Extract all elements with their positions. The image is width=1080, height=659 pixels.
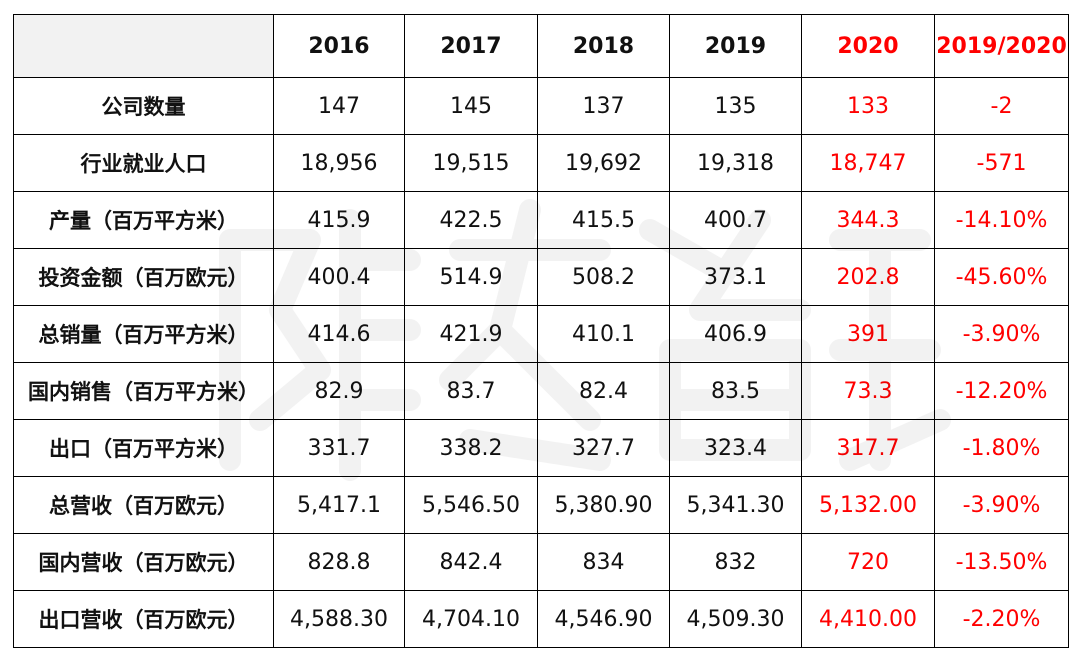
cell-2019: 406.9: [669, 305, 802, 363]
table-row-production: 产量（百万平方米） 415.9 422.5 415.5 400.7 344.3 -14.10…: [13, 191, 1069, 249]
table-row-domestic-sales: 国内销售（百万平方米） 82.9 83.7 82.4 83.5 73.3 -12.20%: [13, 362, 1069, 420]
table-row-export-revenue: 出口营收（百万欧元） 4,588.30 4,704.10 4,546.90 4,509.…: [13, 590, 1069, 648]
row-label: 总营收（百万欧元）: [13, 476, 274, 534]
cell-2019: 832: [669, 533, 802, 591]
cell-2020: 133: [801, 77, 935, 135]
table-row-domestic-revenue: 国内营收（百万欧元） 828.8 842.4 834 832 720 -13.50%: [13, 533, 1069, 591]
row-label: 行业就业人口: [13, 134, 274, 192]
cell-2017: 4,704.10: [404, 590, 538, 648]
cell-2020: 317.7: [801, 419, 935, 477]
cell-2019: 135: [669, 77, 802, 135]
cell-2020: 344.3: [801, 191, 935, 249]
header-2017: 2017: [404, 14, 538, 78]
table-row-total-sales: 总销量（百万平方米） 414.6 421.9 410.1 406.9 391 -3.90%: [13, 305, 1069, 363]
cell-change: -2.20%: [934, 590, 1069, 648]
table-row-employment: 行业就业人口 18,956 19,515 19,692 19,318 18,747 -571: [13, 134, 1069, 192]
statistics-table: 2016 2017 2018 2019 2020 2019/2020 公司数量 1…: [13, 14, 1069, 648]
cell-2018: 5,380.90: [537, 476, 670, 534]
cell-change: -14.10%: [934, 191, 1069, 249]
cell-2020: 73.3: [801, 362, 935, 420]
row-label: 出口（百万平方米）: [13, 419, 274, 477]
cell-2017: 422.5: [404, 191, 538, 249]
table-row-total-revenue: 总营收（百万欧元） 5,417.1 5,546.50 5,380.90 5,341.30…: [13, 476, 1069, 534]
cell-2018: 834: [537, 533, 670, 591]
cell-2016: 4,588.30: [273, 590, 405, 648]
header-2020: 2020: [801, 14, 935, 78]
cell-2019: 373.1: [669, 248, 802, 306]
cell-2016: 331.7: [273, 419, 405, 477]
cell-2017: 19,515: [404, 134, 538, 192]
row-label: 产量（百万平方米）: [13, 191, 274, 249]
header-corner: [13, 14, 274, 78]
header-change: 2019/2020: [934, 14, 1069, 78]
table-row-company-count: 公司数量 147 145 137 135 133 -2: [13, 77, 1069, 135]
cell-2020: 202.8: [801, 248, 935, 306]
row-label: 投资金额（百万欧元）: [13, 248, 274, 306]
cell-change: -2: [934, 77, 1069, 135]
cell-2017: 421.9: [404, 305, 538, 363]
cell-2018: 4,546.90: [537, 590, 670, 648]
header-2018: 2018: [537, 14, 670, 78]
cell-2019: 323.4: [669, 419, 802, 477]
cell-change: -3.90%: [934, 305, 1069, 363]
cell-2017: 514.9: [404, 248, 538, 306]
cell-2020: 4,410.00: [801, 590, 935, 648]
header-2016: 2016: [273, 14, 405, 78]
cell-2017: 338.2: [404, 419, 538, 477]
cell-2016: 5,417.1: [273, 476, 405, 534]
header-row: 2016 2017 2018 2019 2020 2019/2020: [13, 14, 1069, 78]
cell-change: -13.50%: [934, 533, 1069, 591]
table-body: 公司数量 147 145 137 135 133 -2 行业就业人口 18,956 19,515 1…: [13, 77, 1069, 648]
cell-2016: 414.6: [273, 305, 405, 363]
cell-2020: 18,747: [801, 134, 935, 192]
cell-change: -571: [934, 134, 1069, 192]
row-label: 总销量（百万平方米）: [13, 305, 274, 363]
cell-2016: 147: [273, 77, 405, 135]
cell-change: -1.80%: [934, 419, 1069, 477]
row-label: 国内营收（百万欧元）: [13, 533, 274, 591]
cell-2020: 5,132.00: [801, 476, 935, 534]
cell-2019: 5,341.30: [669, 476, 802, 534]
cell-2018: 415.5: [537, 191, 670, 249]
cell-2017: 5,546.50: [404, 476, 538, 534]
cell-2016: 18,956: [273, 134, 405, 192]
cell-change: -45.60%: [934, 248, 1069, 306]
cell-2016: 415.9: [273, 191, 405, 249]
cell-change: -3.90%: [934, 476, 1069, 534]
row-label: 国内销售（百万平方米）: [13, 362, 274, 420]
cell-2019: 4,509.30: [669, 590, 802, 648]
cell-2017: 145: [404, 77, 538, 135]
cell-2018: 137: [537, 77, 670, 135]
cell-2020: 391: [801, 305, 935, 363]
cell-2018: 410.1: [537, 305, 670, 363]
header-2019: 2019: [669, 14, 802, 78]
cell-2018: 19,692: [537, 134, 670, 192]
cell-2017: 842.4: [404, 533, 538, 591]
cell-2018: 508.2: [537, 248, 670, 306]
data-table-container: 2016 2017 2018 2019 2020 2019/2020 公司数量 1…: [13, 14, 1069, 648]
cell-2020: 720: [801, 533, 935, 591]
row-label: 出口营收（百万欧元）: [13, 590, 274, 648]
cell-2016: 828.8: [273, 533, 405, 591]
table-row-investment: 投资金额（百万欧元） 400.4 514.9 508.2 373.1 202.8 -45.6…: [13, 248, 1069, 306]
cell-change: -12.20%: [934, 362, 1069, 420]
cell-2018: 82.4: [537, 362, 670, 420]
row-label: 公司数量: [13, 77, 274, 135]
cell-2016: 82.9: [273, 362, 405, 420]
cell-2018: 327.7: [537, 419, 670, 477]
cell-2016: 400.4: [273, 248, 405, 306]
cell-2019: 83.5: [669, 362, 802, 420]
cell-2017: 83.7: [404, 362, 538, 420]
cell-2019: 19,318: [669, 134, 802, 192]
table-row-export-volume: 出口（百万平方米） 331.7 338.2 327.7 323.4 317.7 -1.80%: [13, 419, 1069, 477]
cell-2019: 400.7: [669, 191, 802, 249]
